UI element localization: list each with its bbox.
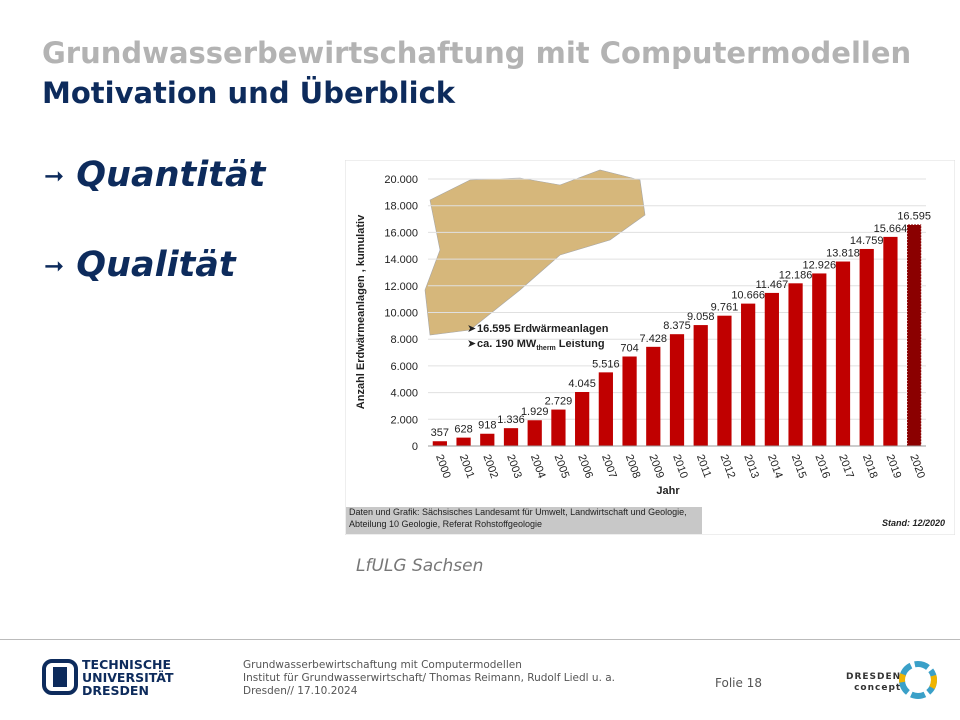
y-tick-label: 20.000 xyxy=(384,174,418,186)
source: Daten und Grafik: Sächsisches Landesamt … xyxy=(349,507,687,517)
value-label: 4.045 xyxy=(568,378,596,390)
dc-line: concept xyxy=(854,683,902,693)
tud-line: DRESDEN xyxy=(82,683,149,698)
title: Grundwasserbewirtschaftung mit Computerm… xyxy=(42,36,912,70)
bullet: ➞ Qualität xyxy=(44,245,236,285)
tud-line: UNIVERSITÄT xyxy=(82,670,174,685)
footer-text: Grundwasserbewirtschaftung mit Computerm… xyxy=(243,659,615,698)
bar xyxy=(622,356,637,446)
value-label: 12.186 xyxy=(779,269,813,281)
source-box xyxy=(346,507,702,534)
footer-rule xyxy=(0,639,960,640)
annotation-part: ca. 190 MW xyxy=(477,338,537,350)
annotation-part: Leistung xyxy=(559,338,605,350)
value-label: 2.729 xyxy=(545,396,573,408)
value-label: 10.666 xyxy=(731,290,765,302)
tud-wordmark: TECHNISCHE UNIVERSITÄT DRESDEN xyxy=(82,658,174,697)
y-tick-label: 14.000 xyxy=(384,254,418,266)
bar xyxy=(480,433,495,446)
y-tick-label: 18.000 xyxy=(384,201,418,213)
bullet-text: Qualität xyxy=(76,245,236,285)
dc-logo xyxy=(899,661,937,699)
value-label: 12.926 xyxy=(802,259,836,271)
annotation-sub: therm xyxy=(536,345,555,352)
bullet-text: Quantität xyxy=(76,155,266,195)
y-tick-label: 0 xyxy=(412,441,418,453)
x-axis-title: Jahr xyxy=(656,485,680,497)
value-label: 5.516 xyxy=(592,358,620,370)
bar xyxy=(883,236,898,446)
bar xyxy=(906,223,922,447)
bar xyxy=(551,409,566,446)
y-tick-label: 8.000 xyxy=(390,334,418,346)
value-label: 1.336 xyxy=(497,414,525,426)
bar xyxy=(503,428,519,446)
slide-number: Folie 18 xyxy=(715,676,762,690)
arrow: ➞ xyxy=(44,162,65,190)
value-label: 628 xyxy=(454,424,472,436)
value-label: 9.058 xyxy=(687,311,715,323)
y-tick-label: 2.000 xyxy=(390,414,418,426)
bar xyxy=(693,325,708,446)
bar xyxy=(456,437,471,446)
arrow: ➞ xyxy=(44,252,65,280)
arrow: ➤ xyxy=(467,323,476,335)
footer-line: Dresden// 17.10.2024 xyxy=(243,685,358,697)
bar xyxy=(575,391,590,446)
y-tick-label: 12.000 xyxy=(384,281,418,293)
arrow: ➤ xyxy=(467,338,476,350)
y-axis-title: Anzahl Erdwärmeanlagen , kumulativ xyxy=(355,214,367,409)
stand: Stand: 12/2020 xyxy=(882,518,945,528)
value-label: 15.664 xyxy=(874,223,908,235)
value-label: 9.761 xyxy=(711,302,739,314)
bullet: ➞ Quantität xyxy=(44,155,265,195)
bar xyxy=(788,283,803,446)
dresden-concept: DRESDEN concept xyxy=(846,672,901,694)
value-label: 14.759 xyxy=(850,235,884,247)
dc-line: DRESDEN xyxy=(846,672,902,682)
bar xyxy=(717,315,732,446)
bar xyxy=(741,303,756,446)
bar xyxy=(835,261,851,446)
value-label: 1.929 xyxy=(521,406,549,418)
bar xyxy=(812,273,827,446)
value-label: 7.428 xyxy=(640,333,668,345)
value-label: 13.818 xyxy=(826,248,860,260)
bar xyxy=(764,292,779,446)
tud-line: TECHNISCHE xyxy=(82,657,171,672)
footer-line: Grundwasserbewirtschaftung mit Computerm… xyxy=(243,659,522,671)
annotation: 16.595 Erdwärmeanlagen xyxy=(477,323,609,335)
y-tick-label: 4.000 xyxy=(390,388,418,400)
bar xyxy=(646,346,661,446)
value-label: 11.467 xyxy=(755,279,788,291)
source: Abteilung 10 Geologie, Referat Rohstoffg… xyxy=(349,519,542,529)
y-tick-label: 6.000 xyxy=(390,361,418,373)
tud-logo xyxy=(42,659,78,695)
value-label: 16.595 xyxy=(897,210,931,222)
caption: LfULG Sachsen xyxy=(356,556,484,576)
bar xyxy=(527,420,542,446)
footer-line: Institut für Grundwasserwirtschaft/ Thom… xyxy=(243,672,616,684)
bar xyxy=(669,334,685,446)
subtitle: Motivation und Überblick xyxy=(42,76,456,110)
y-tick-label: 16.000 xyxy=(384,227,418,239)
map xyxy=(424,169,646,336)
y-tick-label: 10.000 xyxy=(384,308,418,320)
value-label: 918 xyxy=(478,420,496,432)
chart: Anzahl Erdwärmeanlagen , kumulativ Jahr … xyxy=(345,160,955,535)
bar xyxy=(432,441,447,446)
bar xyxy=(859,248,874,446)
annotation: ca. 190 MWtherm Leistung xyxy=(477,338,605,352)
bar xyxy=(598,372,613,446)
value-label: 704 xyxy=(620,343,638,355)
value-label: 8.375 xyxy=(663,320,691,332)
value-label: 357 xyxy=(431,427,449,439)
